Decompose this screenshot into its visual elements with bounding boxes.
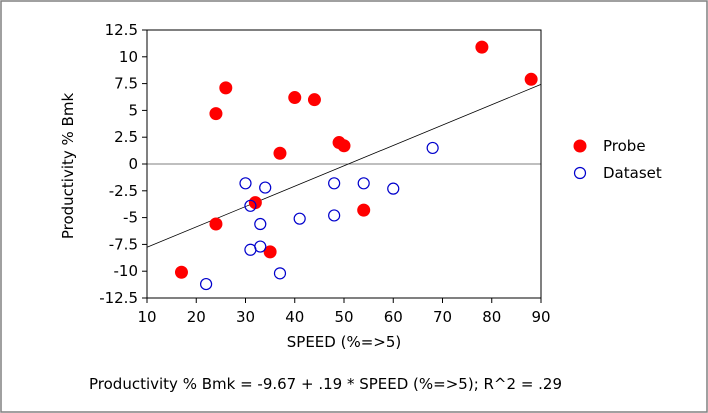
legend-label-dataset: Dataset <box>603 164 662 182</box>
y-tick-label: -2.5 <box>109 182 138 200</box>
x-tick-label: 20 <box>187 308 206 326</box>
y-tick-label: 12.5 <box>105 21 138 39</box>
x-tick-label: 90 <box>531 308 550 326</box>
probe-point <box>174 265 188 279</box>
x-tick-label: 60 <box>384 308 403 326</box>
x-tick-label: 50 <box>334 308 353 326</box>
x-tick-label: 30 <box>236 308 255 326</box>
probe-point <box>273 146 287 160</box>
probe-point <box>524 72 538 86</box>
dataset-point <box>426 141 439 155</box>
x-axis-ticks: 10 20 30 40 50 60 70 80 90 <box>137 298 551 326</box>
y-tick-label: -7.5 <box>109 235 138 253</box>
regression-equation: Productivity % Bmk = -9.67 + .19 * SPEED… <box>89 375 562 393</box>
y-tick-label: 0 <box>128 155 138 173</box>
legend-marker-probe <box>573 139 587 153</box>
y-tick-label: 2.5 <box>114 128 138 146</box>
y-tick-label: 10 <box>119 48 138 66</box>
probe-point <box>288 91 302 105</box>
x-tick-label: 80 <box>482 308 501 326</box>
dataset-point <box>293 212 306 225</box>
probe-point <box>263 245 277 259</box>
probe-point <box>337 139 351 153</box>
x-tick-label: 10 <box>137 308 156 326</box>
y-tick-label: -5 <box>123 209 138 227</box>
dataset-point <box>244 199 257 212</box>
probe-point <box>209 107 223 121</box>
dataset-point <box>254 217 267 231</box>
x-axis-label: SPEED (%=>5) <box>287 333 401 351</box>
dataset-point <box>328 177 341 190</box>
y-tick-label: -12.5 <box>99 289 138 307</box>
legend-marker-dataset <box>573 166 587 180</box>
dataset-point <box>239 177 252 190</box>
y-axis-ticks: 12.5 10 7.5 5 2.5 0 -2.5 -5 -7.5 -10 -12.5 <box>99 21 147 307</box>
dataset-point <box>387 182 400 195</box>
probe-point <box>475 40 489 54</box>
legend-label-probe: Probe <box>603 137 646 155</box>
dataset-point <box>254 240 267 253</box>
x-tick-label: 70 <box>433 308 452 326</box>
probe-point <box>307 93 321 107</box>
probe-point <box>357 203 371 217</box>
dataset-point <box>259 181 272 194</box>
y-axis-label: Productivity % Bmk <box>59 93 77 240</box>
dataset-point <box>200 277 213 291</box>
data-points <box>174 40 538 291</box>
dataset-point <box>328 209 341 222</box>
y-tick-label: 7.5 <box>114 75 138 93</box>
x-tick-label: 40 <box>285 308 304 326</box>
y-tick-label: 5 <box>128 101 138 119</box>
dataset-point <box>273 267 287 280</box>
legend: Probe Dataset <box>573 137 662 182</box>
probe-point <box>209 217 223 231</box>
y-tick-label: -10 <box>114 262 139 280</box>
dataset-point <box>357 177 370 190</box>
probe-point <box>219 81 233 95</box>
